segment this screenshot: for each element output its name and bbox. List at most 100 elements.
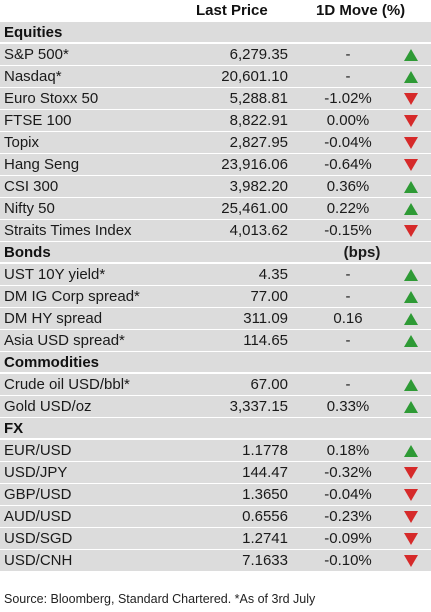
- row-1d-move: 0.22%: [326, 200, 370, 217]
- row-last-price: 25,461.00: [221, 200, 288, 217]
- row-1d-move: -1.02%: [324, 90, 372, 107]
- section-header-equities: Equities: [0, 22, 431, 44]
- row-last-price: 4.35: [258, 266, 288, 283]
- triangle-up-icon: [404, 203, 418, 215]
- row-name: Gold USD/oz: [4, 398, 92, 415]
- row-last-price: 144.47: [242, 464, 288, 481]
- row-last-price: 7.1633: [242, 552, 288, 569]
- row-name: USD/JPY: [4, 464, 68, 481]
- triangle-down-icon: [404, 137, 418, 149]
- row-1d-move: 0.16: [333, 310, 363, 327]
- table-row: Nasdaq* 20,601.10 -: [0, 66, 431, 88]
- section-title: Bonds: [4, 244, 51, 261]
- section-title: Commodities: [4, 354, 100, 371]
- row-1d-move: -: [345, 332, 351, 349]
- row-last-price: 3,337.15: [229, 398, 288, 415]
- row-1d-move: -: [345, 288, 351, 305]
- row-1d-move: -0.15%: [324, 222, 372, 239]
- row-last-price: 114.65: [243, 332, 288, 349]
- row-name: Nasdaq*: [4, 68, 62, 85]
- row-last-price: 5,288.81: [229, 90, 288, 107]
- table-row: Nifty 50 25,461.00 0.22%: [0, 198, 431, 220]
- source-note: Source: Bloomberg, Standard Chartered. *…: [4, 592, 316, 606]
- table-row: Euro Stoxx 50 5,288.81 -1.02%: [0, 88, 431, 110]
- header-1d-move: 1D Move (%): [316, 2, 406, 19]
- section-unit: (bps): [343, 244, 381, 261]
- table-row: FTSE 100 8,822.91 0.00%: [0, 110, 431, 132]
- row-last-price: 3,982.20: [229, 178, 288, 195]
- section-header-commodities: Commodities: [0, 352, 431, 374]
- row-name: Hang Seng: [4, 156, 80, 173]
- row-1d-move: 0.18%: [326, 442, 370, 459]
- row-last-price: 6,279.35: [229, 46, 288, 63]
- row-last-price: 1.3650: [242, 486, 288, 503]
- row-1d-move: 0.33%: [326, 398, 370, 415]
- table-row: Topix 2,827.95 -0.04%: [0, 132, 431, 154]
- row-name: Straits Times Index: [4, 222, 132, 239]
- row-1d-move: -: [345, 266, 351, 283]
- table-row: Asia USD spread* 114.65 -: [0, 330, 431, 352]
- row-1d-move: -: [345, 46, 351, 63]
- table-row: DM IG Corp spread* 77.00 -: [0, 286, 431, 308]
- row-name: FTSE 100: [4, 112, 72, 129]
- triangle-up-icon: [404, 181, 418, 193]
- table-row: Crude oil USD/bbl* 67.00 -: [0, 374, 431, 396]
- row-name: Topix: [4, 134, 40, 151]
- row-1d-move: -0.04%: [324, 134, 372, 151]
- triangle-down-icon: [404, 467, 418, 479]
- triangle-down-icon: [404, 511, 418, 523]
- triangle-down-icon: [404, 555, 418, 567]
- row-name: GBP/USD: [4, 486, 72, 503]
- table-row: DM HY spread 311.09 0.16: [0, 308, 431, 330]
- row-1d-move: -0.23%: [324, 508, 372, 525]
- row-name: DM IG Corp spread*: [4, 288, 140, 305]
- triangle-down-icon: [404, 115, 418, 127]
- row-name: AUD/USD: [4, 508, 72, 525]
- row-1d-move: -0.32%: [324, 464, 372, 481]
- row-last-price: 2,827.95: [229, 134, 288, 151]
- row-last-price: 8,822.91: [229, 112, 288, 129]
- row-1d-move: -0.10%: [324, 552, 372, 569]
- triangle-up-icon: [404, 445, 418, 457]
- triangle-down-icon: [404, 159, 418, 171]
- triangle-up-icon: [404, 49, 418, 61]
- table-row: USD/SGD 1.2741 -0.09%: [0, 528, 431, 550]
- row-1d-move: 0.36%: [326, 178, 370, 195]
- header-last-price: Last Price: [196, 2, 268, 19]
- table-row: Straits Times Index 4,013.62 -0.15%: [0, 220, 431, 242]
- row-name: CSI 300: [4, 178, 59, 195]
- row-last-price: 20,601.10: [221, 68, 288, 85]
- row-last-price: 4,013.62: [229, 222, 288, 239]
- row-last-price: 1.2741: [242, 530, 288, 547]
- row-1d-move: -: [345, 68, 351, 85]
- row-last-price: 311.09: [243, 310, 288, 327]
- row-last-price: 1.1778: [242, 442, 288, 459]
- row-1d-move: -0.09%: [324, 530, 372, 547]
- row-name: EUR/USD: [4, 442, 72, 459]
- row-name: Nifty 50: [4, 200, 55, 217]
- table-row: CSI 300 3,982.20 0.36%: [0, 176, 431, 198]
- row-name: Euro Stoxx 50: [4, 90, 99, 107]
- section-title: Equities: [4, 24, 63, 41]
- triangle-up-icon: [404, 291, 418, 303]
- triangle-down-icon: [404, 225, 418, 237]
- table-row: EUR/USD 1.1778 0.18%: [0, 440, 431, 462]
- triangle-up-icon: [404, 269, 418, 281]
- row-1d-move: -: [345, 376, 351, 393]
- table-row: USD/CNH 7.1633 -0.10%: [0, 550, 431, 572]
- table-row: UST 10Y yield* 4.35 -: [0, 264, 431, 286]
- row-last-price: 67.00: [250, 376, 288, 393]
- row-last-price: 23,916.06: [221, 156, 288, 173]
- row-last-price: 0.6556: [242, 508, 288, 525]
- triangle-up-icon: [404, 71, 418, 83]
- triangle-up-icon: [404, 379, 418, 391]
- triangle-down-icon: [404, 533, 418, 545]
- table-row: Hang Seng 23,916.06 -0.64%: [0, 154, 431, 176]
- triangle-down-icon: [404, 489, 418, 501]
- table-row: S&P 500* 6,279.35 -: [0, 44, 431, 66]
- row-last-price: 77.00: [250, 288, 288, 305]
- section-title: FX: [4, 420, 24, 437]
- row-1d-move: 0.00%: [326, 112, 370, 129]
- row-name: S&P 500*: [4, 46, 69, 63]
- table-row: GBP/USD 1.3650 -0.04%: [0, 484, 431, 506]
